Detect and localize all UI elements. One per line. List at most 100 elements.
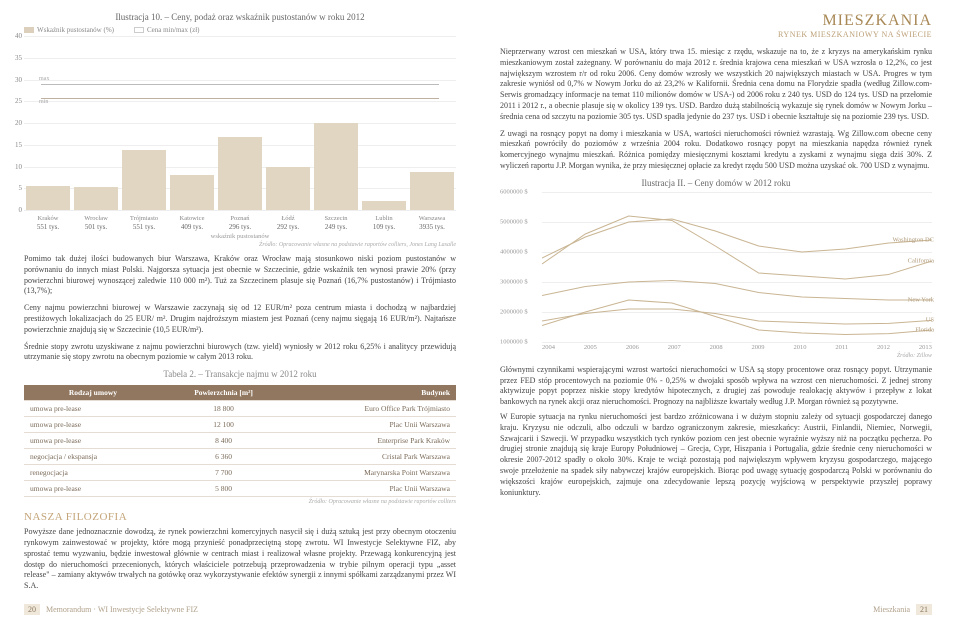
chart10: 4035302520151050 max min: [24, 36, 456, 211]
x-label: 2004: [542, 344, 555, 351]
table-cell: Cristal Park Warszawa: [285, 449, 456, 465]
bar: [314, 123, 357, 210]
bar-group: [218, 36, 261, 210]
table2: Rodzaj umowyPowierzchnia [m²]Budynek umo…: [24, 385, 456, 497]
x-category: Lublin109 tys.: [362, 215, 405, 231]
table-cell: Plac Unii Warszawa: [285, 481, 456, 497]
stock-value: 551 tys.: [26, 223, 69, 231]
y-tick: 40: [15, 32, 22, 40]
chart10-source: Źródło: Opracowanie własne na podstawie …: [24, 242, 456, 248]
bar: [170, 175, 213, 210]
series-line: [542, 216, 932, 279]
bars: [24, 36, 456, 210]
y-tick: 4000000 $: [500, 248, 528, 255]
legend-label: Wskaźnik pustostanów (%): [37, 26, 114, 34]
x-category: Trójmiasto551 tys.: [122, 215, 165, 231]
bar: [122, 150, 165, 210]
page-subheading: RYNEK MIESZKANIOWY NA ŚWIECIE: [500, 30, 932, 39]
bar-group: [170, 36, 213, 210]
line-plot: Washington DCCaliforniaNew YorkUSFlorida: [542, 192, 932, 342]
table-cell: 6 360: [162, 449, 285, 465]
table-cell: 8 400: [162, 433, 285, 449]
x-category: Katowice409 tys.: [170, 215, 213, 231]
stock-value: 296 tys.: [218, 223, 261, 231]
table-header: Powierzchnia [m²]: [162, 385, 285, 401]
y-tick: 5: [19, 184, 23, 192]
paragraph: Ceny najmu powierzchni biurowej w Warsza…: [24, 303, 456, 335]
table-cell: Euro Office Park Trójmiasto: [285, 401, 456, 417]
gridline: [24, 210, 456, 211]
footer-left: 20 Memorandum · WI Inwestycje Selektywne…: [24, 604, 198, 615]
y-tick: 10: [15, 163, 22, 171]
table-row: negocjacja / ekspansja6 360Cristal Park …: [24, 449, 456, 465]
bar: [410, 172, 453, 210]
stock-value: 3935 tys.: [410, 223, 453, 231]
x-label: 2013: [919, 344, 932, 351]
y-tick: 3000000 $: [500, 278, 528, 285]
paragraph: Z uwagi na rosnący popyt na domy i miesz…: [500, 129, 932, 172]
x-category: Warszawa3935 tys.: [410, 215, 453, 231]
x-label: 2005: [584, 344, 597, 351]
legend-item: Cena min/max (zł): [134, 26, 199, 34]
series-label: New York: [908, 296, 934, 303]
table-cell: umowa pre-lease: [24, 417, 162, 433]
table-cell: 5 800: [162, 481, 285, 497]
x-label: 2008: [710, 344, 723, 351]
table2-title: Tabela 2. – Transakcje najmu w 2012 roku: [24, 369, 456, 379]
x-label: 2007: [668, 344, 681, 351]
x-label: 2011: [835, 344, 848, 351]
x-labels: Kraków551 tys.Wrocław501 tys.Trójmiasto5…: [24, 215, 456, 231]
legend-label: Cena min/max (zł): [147, 26, 199, 34]
paragraph: W Europie sytuacja na rynku nieruchomośc…: [500, 412, 932, 498]
bar: [218, 137, 261, 210]
right-page: MIESZKANIA RYNEK MIESZKANIOWY NA ŚWIECIE…: [480, 0, 960, 621]
page-heading: MIESZKANIA: [500, 12, 932, 30]
y-axis: 4035302520151050: [10, 36, 24, 210]
chart11: 6000000 $5000000 $4000000 $3000000 $2000…: [500, 192, 932, 342]
chart11-source: Źródło: Zillow: [500, 353, 932, 359]
bar: [362, 201, 405, 210]
stock-value: 292 tys.: [266, 223, 309, 231]
legend-swatch: [24, 27, 34, 33]
chart10-sublabel: wskaźnik pustostanów: [24, 233, 456, 240]
y-tick: 0: [19, 206, 23, 214]
bar-group: [410, 36, 453, 210]
paragraph: Głównymi czynnikami wspierającymi wzrost…: [500, 365, 932, 408]
y-tick: 20: [15, 119, 22, 127]
left-page: Ilustracja 10. – Ceny, podaż oraz wskaźn…: [0, 0, 480, 621]
y-tick: 6000000 $: [500, 188, 528, 195]
y-tick: 15: [15, 141, 22, 149]
section-heading: NASZA FILOZOFIA: [24, 511, 456, 523]
stock-value: 501 tys.: [74, 223, 117, 231]
table-cell: Plac Unii Warszawa: [285, 417, 456, 433]
x-label: 2006: [626, 344, 639, 351]
series-line: [542, 309, 932, 324]
table-cell: 18 800: [162, 401, 285, 417]
chart10-legend: Wskaźnik pustostanów (%) Cena min/max (z…: [24, 26, 456, 34]
x-category: Kraków551 tys.: [26, 215, 69, 231]
table-cell: umowa pre-lease: [24, 481, 162, 497]
bar: [26, 186, 69, 210]
series-label: California: [908, 257, 934, 264]
x-label: 2010: [793, 344, 806, 351]
table-row: umowa pre-lease5 800Plac Unii Warszawa: [24, 481, 456, 497]
table-cell: negocjacja / ekspansja: [24, 449, 162, 465]
table-cell: umowa pre-lease: [24, 401, 162, 417]
y-tick: 25: [15, 97, 22, 105]
series-label: Florida: [915, 326, 934, 333]
stock-value: 109 tys.: [362, 223, 405, 231]
page-number: 21: [916, 604, 932, 615]
footer-text: Memorandum · WI Inwestycje Selektywne FI…: [46, 605, 198, 614]
chart10-title: Ilustracja 10. – Ceny, podaż oraz wskaźn…: [24, 12, 456, 22]
bar-group: [362, 36, 405, 210]
table-cell: Enterprise Park Kraków: [285, 433, 456, 449]
series-line: [542, 219, 932, 258]
bar: [266, 167, 309, 211]
bar-group: [74, 36, 117, 210]
paragraph: Pomimo tak dużej ilości budowanych biur …: [24, 254, 456, 297]
legend-item: Wskaźnik pustostanów (%): [24, 26, 114, 34]
footer-right: Mieszkania 21: [873, 604, 932, 615]
bar-group: [26, 36, 69, 210]
stock-value: 409 tys.: [170, 223, 213, 231]
series-label: US: [926, 317, 934, 324]
